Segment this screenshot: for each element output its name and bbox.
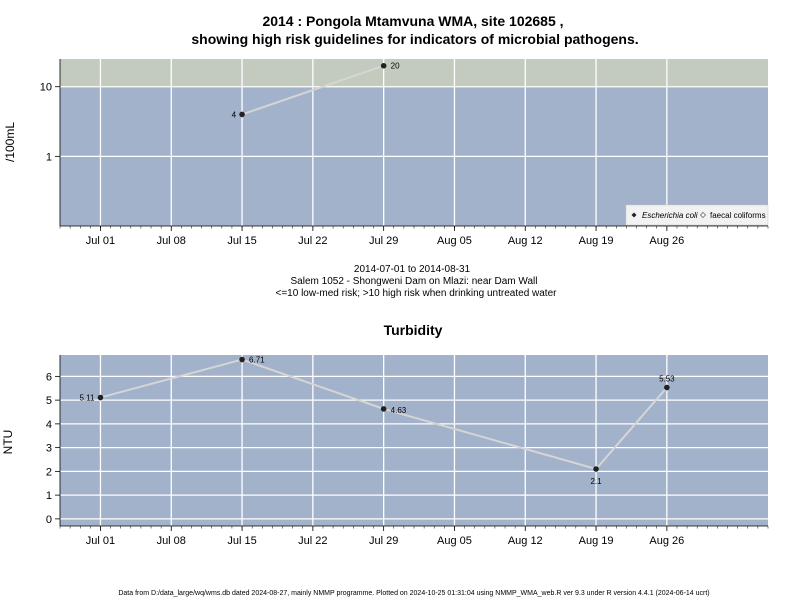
data-point — [239, 111, 245, 118]
y-tick-label: 2 — [46, 466, 52, 478]
x-tick-label: Jul 29 — [369, 535, 398, 547]
data-point — [380, 406, 387, 412]
footer-note: Data from D:/data_large/wq/wms.db dated … — [118, 590, 709, 597]
x-tick-label: Aug 12 — [508, 535, 543, 547]
data-point — [664, 384, 670, 391]
data-label: 5.11 — [79, 394, 95, 403]
x-tick-label: Jul 15 — [227, 235, 256, 247]
x-tick-label: Aug 26 — [649, 535, 684, 547]
y-tick-label: 1 — [46, 151, 52, 163]
x-tick-label: Jul 22 — [298, 535, 327, 547]
data-point — [380, 62, 387, 69]
x-tick-label: Jul 15 — [227, 535, 256, 547]
x-tick-label: Jul 29 — [369, 235, 398, 247]
x-tick-label: Jul 22 — [298, 235, 327, 247]
caption-date-range: 2014-07-01 to 2014-08-31 — [354, 264, 471, 275]
y-tick-label: 6 — [46, 371, 52, 383]
chart1-ylabel: /100mL — [3, 122, 17, 162]
chart1-plot: Jul 01 Jul 08 Jul 15 Jul 22 Jul 29 Aug 05 Aug … — [40, 59, 769, 247]
x-tick-label: Jul 08 — [157, 535, 186, 547]
x-tick-label: Aug 05 — [437, 535, 472, 547]
y-tick-label: 4 — [46, 419, 52, 431]
chart1-legend: Escherichia coli faecal coliforms — [625, 204, 769, 226]
legend-box — [625, 204, 769, 226]
x-tick-label: Jul 01 — [86, 535, 115, 547]
data-point — [97, 394, 104, 401]
series-line — [241, 64, 384, 116]
chart2-title: Turbidity — [384, 322, 443, 338]
x-tick-label: Aug 12 — [508, 235, 543, 247]
y-tick-label: 10 — [40, 82, 52, 94]
y-tick-label: 3 — [46, 443, 52, 455]
legend-marker-faecal — [700, 212, 706, 218]
legend-marker-ecoli — [631, 212, 637, 218]
x-tick-label: Aug 19 — [579, 535, 614, 547]
caption-guideline: <=10 low-med risk; >10 high risk when dr… — [276, 288, 558, 299]
plot-background — [60, 355, 768, 526]
data-label: 4.63 — [391, 406, 407, 415]
y-tick-label: 1 — [46, 490, 52, 502]
data-label: 20 — [391, 62, 400, 71]
data-point — [239, 356, 245, 363]
x-tick-label: Aug 19 — [579, 235, 614, 247]
x-tick-label: Aug 05 — [437, 235, 472, 247]
high-risk-band — [60, 59, 768, 87]
caption-site: Salem 1052 - Shongweni Dam on Mlazi: nea… — [291, 276, 538, 287]
data-label: 4 — [232, 110, 237, 119]
chart1-title: 2014 : Pongola Mtamvuna WMA, site 102685… — [262, 13, 563, 29]
legend-entry-ecoli: Escherichia coli — [642, 211, 698, 220]
data-label: 2.1 — [590, 477, 602, 486]
data-point — [593, 466, 599, 472]
chart2-ylabel: NTU — [1, 430, 15, 455]
y-tick-label: 0 — [46, 514, 52, 526]
chart1-subtitle: showing high risk guidelines for indicat… — [191, 31, 638, 47]
legend-entry-faecal: faecal coliforms — [710, 211, 766, 220]
data-label: 6.71 — [249, 356, 265, 365]
data-label: 5.53 — [659, 375, 675, 384]
y-tick-label: 5 — [46, 395, 52, 407]
x-tick-label: Aug 26 — [649, 235, 684, 247]
x-tick-label: Jul 01 — [86, 235, 115, 247]
x-tick-label: Jul 08 — [157, 235, 186, 247]
chart2-plot: Jul 01 Jul 08 Jul 15 Jul 22 Jul 29 Aug 05 Aug … — [46, 355, 769, 547]
